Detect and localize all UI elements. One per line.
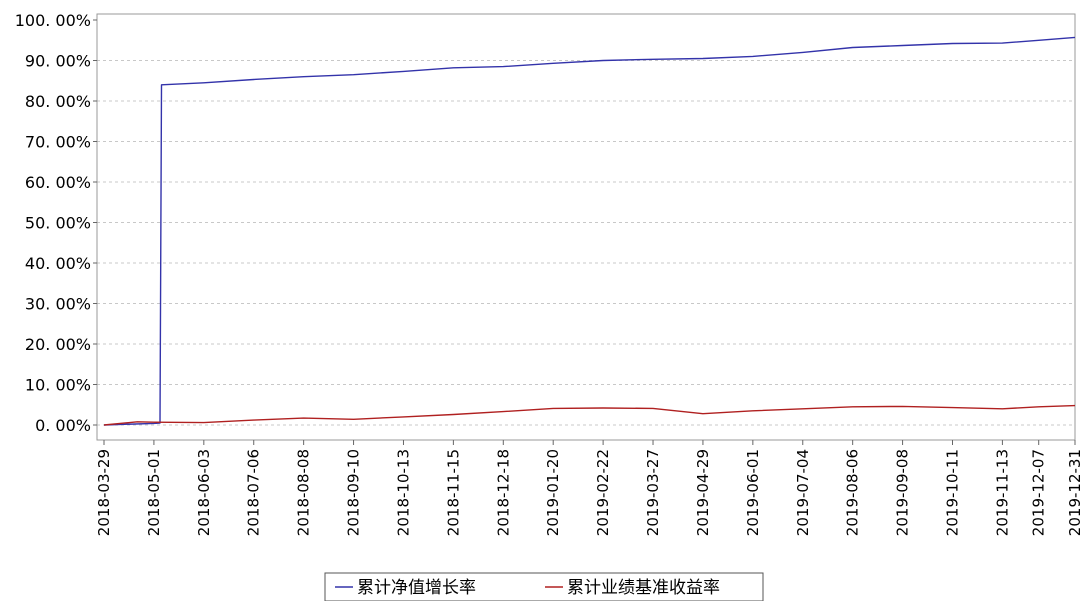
y-tick-label: 10. 00% bbox=[25, 376, 91, 395]
series-line-2 bbox=[103, 404, 1076, 426]
x-tick-label: 2019-12-31 bbox=[1066, 449, 1084, 536]
y-tick-label: 100. 00% bbox=[15, 11, 91, 30]
x-tick-label: 2018-05-01 bbox=[145, 449, 163, 536]
y-axis: 100. 00% 90. 00% 80. 00% 70. 00% 60. 00% 50. … bbox=[15, 11, 97, 435]
y-tick-label: 80. 00% bbox=[25, 92, 91, 111]
x-tick-label: 2018-11-15 bbox=[444, 449, 462, 536]
x-tick-label: 2018-07-06 bbox=[245, 449, 263, 536]
y-tick-label: 90. 00% bbox=[25, 52, 91, 71]
x-tick-label: 2018-06-03 bbox=[195, 449, 213, 536]
y-tick-label: 60. 00% bbox=[25, 173, 91, 192]
y-tick-label: 30. 00% bbox=[25, 295, 91, 314]
x-tick-label: 2019-02-22 bbox=[594, 449, 612, 536]
x-tick-label: 2019-03-27 bbox=[644, 449, 662, 536]
gridlines bbox=[97, 60, 1075, 426]
x-tick-label: 2018-12-18 bbox=[494, 449, 512, 536]
x-tick-label: 2019-12-07 bbox=[1030, 449, 1048, 536]
legend-label-1: 累计净值增长率 bbox=[357, 578, 476, 598]
y-tick-label: 0. 00% bbox=[35, 416, 91, 435]
y-tick-label: 20. 00% bbox=[25, 335, 91, 354]
x-tick-label: 2019-06-01 bbox=[744, 449, 762, 536]
plot-area-frame bbox=[96, 13, 1076, 441]
legend-label-2: 累计业绩基准收益率 bbox=[567, 578, 720, 598]
x-tick-label: 2019-09-08 bbox=[894, 449, 912, 536]
y-tick-label: 70. 00% bbox=[25, 133, 91, 152]
y-tick-label: 50. 00% bbox=[25, 214, 91, 233]
series-lines bbox=[103, 36, 1076, 426]
x-tick-label: 2018-09-10 bbox=[345, 449, 363, 536]
x-tick-label: 2018-08-08 bbox=[295, 449, 313, 536]
x-tick-label: 2019-08-06 bbox=[844, 449, 862, 536]
x-tick-label: 2018-03-29 bbox=[95, 449, 113, 536]
x-tick-label: 2019-01-20 bbox=[544, 449, 562, 536]
legend-box bbox=[324, 572, 764, 602]
x-tick-label: 2018-10-13 bbox=[394, 449, 412, 536]
series-line-1 bbox=[103, 36, 1076, 426]
x-tick-label: 2019-11-13 bbox=[993, 449, 1011, 536]
x-tick-label: 2019-07-04 bbox=[794, 449, 812, 536]
x-axis: 2018-03-29 2018-05-01 2018-06-03 2018-07-06… bbox=[95, 440, 1084, 536]
y-tick-label: 40. 00% bbox=[25, 254, 91, 273]
legend: 累计净值增长率 累计业绩基准收益率 bbox=[324, 572, 764, 602]
x-tick-label: 2019-04-29 bbox=[694, 449, 712, 536]
x-tick-label: 2019-10-11 bbox=[943, 449, 961, 536]
